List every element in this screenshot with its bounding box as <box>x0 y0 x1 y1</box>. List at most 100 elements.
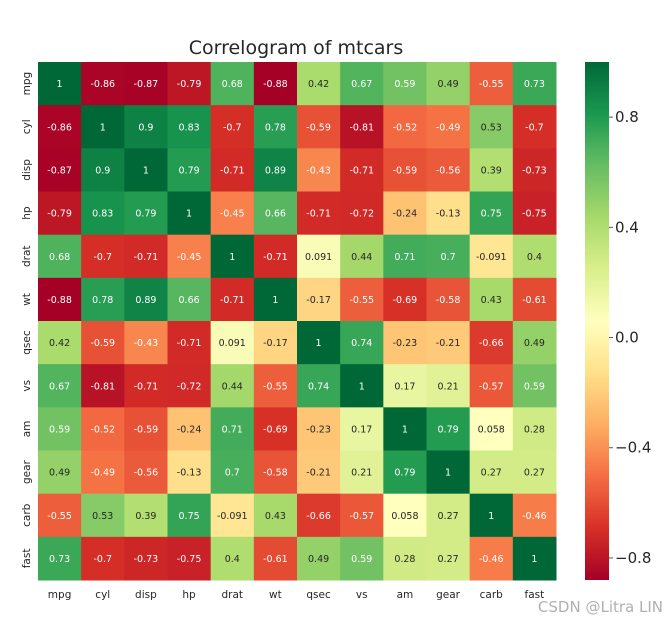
x-tick-label-drat: drat <box>221 589 243 601</box>
heatmap-cell-gear-wt <box>253 450 298 495</box>
heatmap-cell-carb-qsec <box>297 493 341 538</box>
heatmap-cell-fast-disp <box>124 536 168 581</box>
cell-value-label: 0.17 <box>394 381 415 392</box>
cell-value-label: 0.83 <box>92 209 113 220</box>
cell-value-label: 0.75 <box>481 209 502 220</box>
heatmap-cell-wt-qsec <box>297 277 341 322</box>
x-tick-label-wt: wt <box>269 589 282 601</box>
heatmap-cell-vs-wt <box>253 364 298 408</box>
cell-value-label: -0.81 <box>349 122 374 133</box>
heatmap-cell-wt-drat <box>210 277 255 322</box>
cell-value-label: -0.13 <box>177 468 202 479</box>
heatmap-cell-vs-cyl <box>81 364 125 408</box>
colorbar-ticks: 0.8 0.4 0.0 −0.4 −0.8 <box>609 108 651 567</box>
cell-value-label: 1 <box>143 165 149 176</box>
heatmap-cell-wt-mpg <box>38 277 82 322</box>
cell-value-label: -0.59 <box>306 122 331 133</box>
heatmap-cell-hp-fast <box>512 191 557 236</box>
heatmap-cell-mpg-disp <box>124 62 168 106</box>
heatmap-cell-hp-qsec <box>297 191 341 236</box>
heatmap-cell-am-gear <box>426 407 471 451</box>
cell-value-label: 0.39 <box>481 165 502 176</box>
heatmap-cell-gear-cyl <box>81 450 125 495</box>
cell-value-label: -0.56 <box>134 468 159 479</box>
cell-value-label: 0.091 <box>219 338 246 349</box>
heatmap-cell-gear-carb <box>469 450 514 495</box>
cell-value-label: -0.17 <box>263 338 288 349</box>
cell-value-label: -0.66 <box>479 338 504 349</box>
cell-value-label: -0.86 <box>47 122 72 133</box>
heatmap-cell-cyl-drat <box>210 105 255 149</box>
colorbar-tick-label: −0.4 <box>615 439 651 457</box>
cell-value-label: -0.73 <box>134 554 159 565</box>
x-tick-label-am: am <box>397 589 414 601</box>
cell-value-label: 0.17 <box>351 424 372 435</box>
heatmap-cell-am-carb <box>469 407 514 451</box>
cell-value-label: -0.72 <box>349 209 374 220</box>
heatmap-cell-vs-carb <box>469 364 514 408</box>
heatmap-cell-carb-disp <box>124 493 168 538</box>
cell-value-label: 0.091 <box>305 252 332 263</box>
heatmap-cell-cyl-hp <box>167 105 212 149</box>
cell-value-label: 0.78 <box>265 122 286 133</box>
heatmap-cell-vs-disp <box>124 364 168 408</box>
heatmap-cell-drat-gear <box>426 234 471 279</box>
heatmap-cell-wt-hp <box>167 277 212 322</box>
heatmap-cell-hp-am <box>383 191 427 236</box>
cell-value-label: -0.52 <box>393 122 418 133</box>
cell-value-label: -0.46 <box>479 554 504 565</box>
x-tick-label-cyl: cyl <box>95 589 110 601</box>
heatmap-cell-hp-mpg <box>38 191 82 236</box>
heatmap-cell-gear-disp <box>124 450 168 495</box>
cell-value-label: -0.46 <box>522 511 547 522</box>
cell-value-label: 0.59 <box>394 79 415 90</box>
cell-value-label: -0.61 <box>263 554 288 565</box>
heatmap-cell-gear-am <box>383 450 427 495</box>
cell-value-label: 0.4 <box>527 252 542 263</box>
heatmap-cell-disp-am <box>383 148 427 192</box>
cell-value-label: 1 <box>316 338 322 349</box>
heatmap-cell-wt-carb <box>469 277 514 322</box>
heatmap-cell-qsec-hp <box>167 321 212 365</box>
cell-value-label: 0.058 <box>478 424 505 435</box>
heatmap-cell-vs-hp <box>167 364 212 408</box>
cell-value-label: 0.49 <box>524 338 545 349</box>
heatmap-cell-carb-fast <box>512 493 557 538</box>
x-tick-label-disp: disp <box>135 589 157 601</box>
heatmap-cell-disp-wt <box>253 148 298 192</box>
cell-value-label: 0.66 <box>265 209 286 220</box>
heatmap-cell-qsec-fast <box>512 321 557 365</box>
cell-value-label: 0.71 <box>394 252 415 263</box>
cell-value-label: -0.091 <box>476 252 507 263</box>
cell-value-label: 1 <box>57 79 63 90</box>
cell-value-label: -0.79 <box>177 79 202 90</box>
cell-value-label: 0.66 <box>179 295 200 306</box>
heatmap-cell-fast-am <box>383 536 427 581</box>
heatmap-cell-cyl-wt <box>253 105 298 149</box>
cell-value-label: -0.23 <box>306 424 331 435</box>
cell-value-label: -0.7 <box>93 252 112 263</box>
cell-value-label: -0.21 <box>306 468 331 479</box>
heatmap-cell-vs-drat <box>210 364 255 408</box>
y-tick-label-disp: disp <box>21 159 33 181</box>
heatmap-cell-am-fast <box>512 407 557 451</box>
cell-value-label: 0.9 <box>138 122 153 133</box>
heatmap-cell-vs-am <box>383 364 427 408</box>
heatmap-cell-vs-fast <box>512 364 557 408</box>
y-tick-label-carb: carb <box>21 503 33 527</box>
cell-value-label: 0.4 <box>225 554 240 565</box>
heatmap-cell-mpg-vs <box>340 62 384 106</box>
y-tick-label-vs: vs <box>21 380 33 392</box>
y-tick-label-hp: hp <box>21 206 33 220</box>
cell-value-label: 0.73 <box>524 79 545 90</box>
heatmap-cell-qsec-wt <box>253 321 298 365</box>
heatmap-cell-mpg-mpg <box>38 62 82 106</box>
cell-value-label: 0.21 <box>438 381 459 392</box>
x-axis-tick-labels: mpg cyl disp hp drat wt qsec vs am gear carb fast <box>48 589 544 601</box>
cell-value-label: 0.43 <box>265 511 286 522</box>
heatmap-cell-drat-vs <box>340 234 384 279</box>
cell-value-label: 0.79 <box>179 165 200 176</box>
cell-value-label: 0.21 <box>351 468 372 479</box>
cell-value-label: 1 <box>531 554 537 565</box>
